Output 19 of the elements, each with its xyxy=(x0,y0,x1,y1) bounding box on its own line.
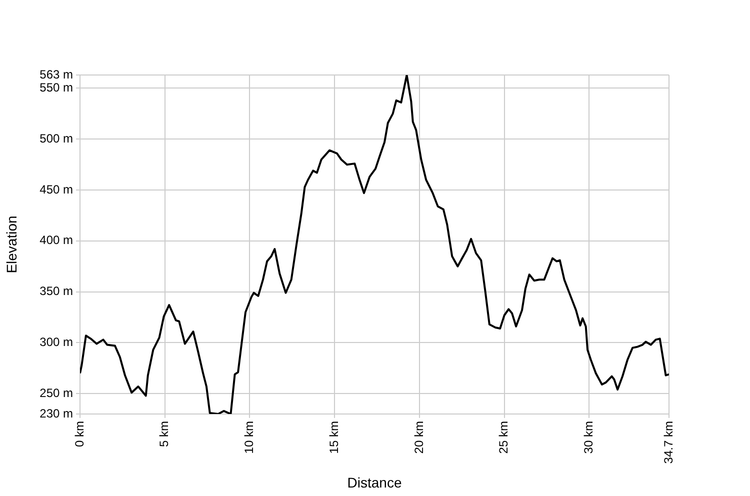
y-tick-label: 563 m xyxy=(40,67,73,82)
y-axis-title: Elevation xyxy=(3,216,20,274)
y-tick-label: 350 m xyxy=(40,284,73,298)
x-tick-label: 25 km xyxy=(496,421,511,454)
x-axis-title: Distance xyxy=(347,474,402,490)
y-tick-label: 250 m xyxy=(40,386,73,400)
y-tick-label: 230 m xyxy=(40,406,73,420)
x-tick-label: 5 km xyxy=(157,421,172,448)
x-tick-label: 34.7 km xyxy=(661,421,676,464)
x-tick-label: 0 km xyxy=(72,421,86,448)
y-tick-label: 550 m xyxy=(40,80,73,95)
y-tick-label: 300 m xyxy=(40,335,73,350)
x-tick-label: 15 km xyxy=(326,421,341,454)
y-tick-label: 400 m xyxy=(40,233,73,248)
y-tick-label: 500 m xyxy=(40,131,73,146)
x-tick-label: 10 km xyxy=(242,421,256,454)
x-tick-label: 20 km xyxy=(412,421,426,454)
x-tick-label: 30 km xyxy=(582,421,596,454)
y-tick-label: 450 m xyxy=(40,182,73,196)
